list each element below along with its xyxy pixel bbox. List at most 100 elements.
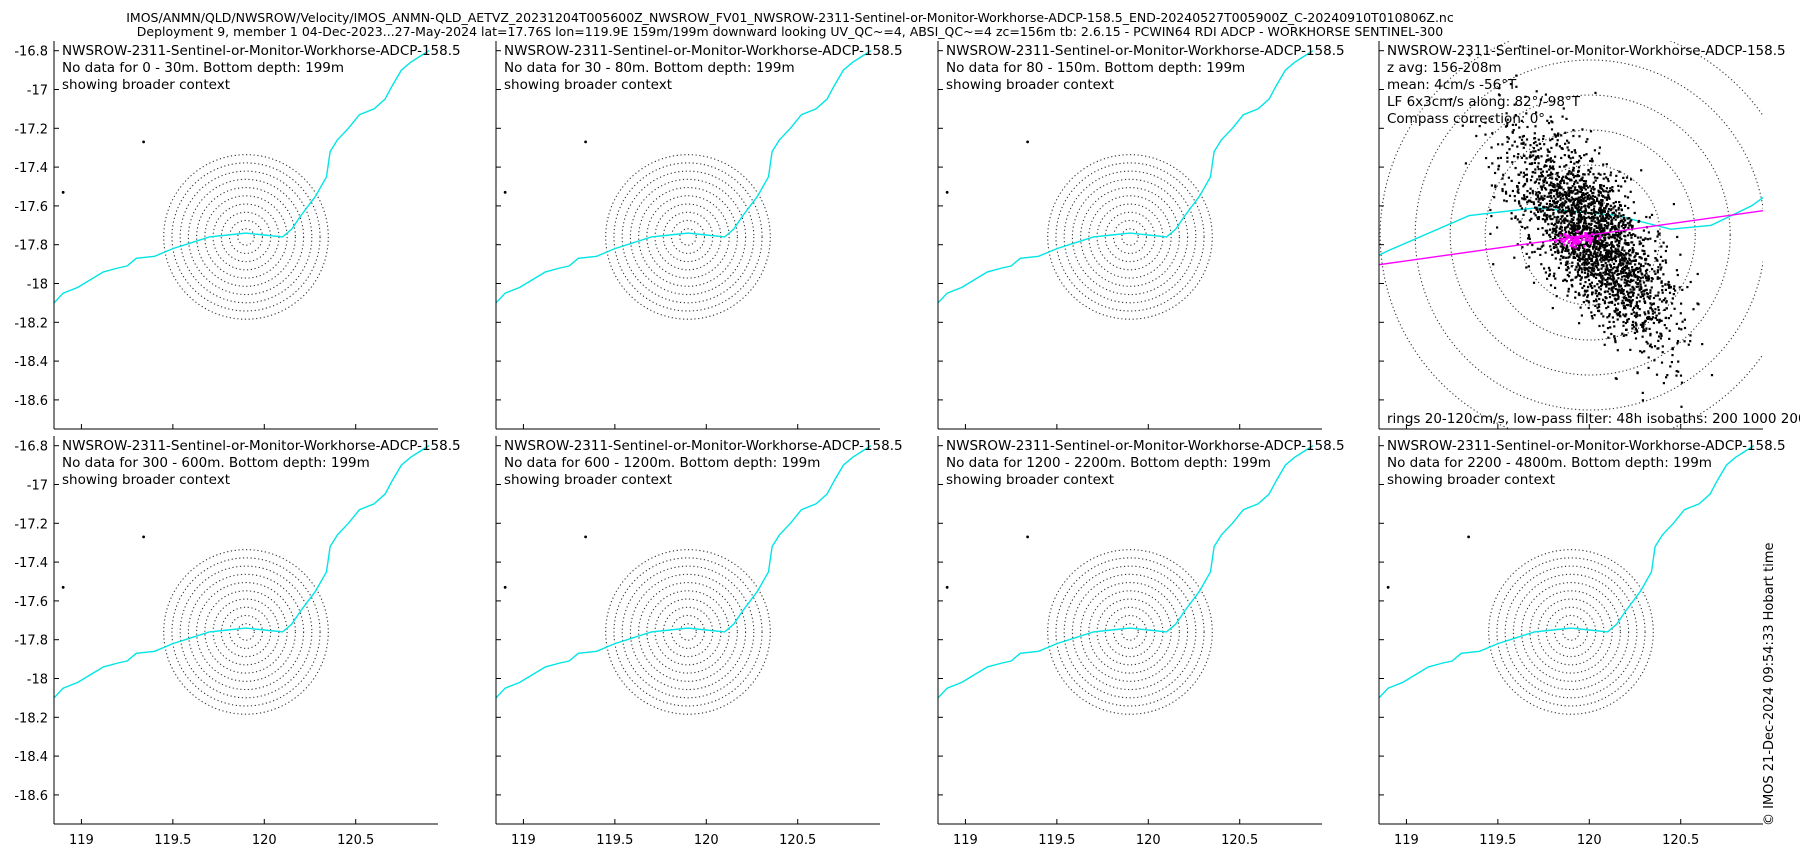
scatter-point: [1665, 307, 1668, 310]
scatter-point: [1525, 112, 1528, 115]
scatter-point: [1577, 268, 1580, 271]
scatter-point: [1660, 266, 1663, 269]
scatter-point: [1622, 214, 1625, 217]
scatter-point: [1575, 254, 1578, 258]
scatter-point: [1586, 196, 1589, 199]
scatter-point: [1591, 160, 1594, 163]
scatter-point: [1619, 258, 1622, 261]
scatter-point: [1574, 256, 1577, 259]
scatter-point: [1508, 194, 1512, 197]
scatter-point: [1583, 293, 1587, 296]
scatter-point: [1653, 359, 1656, 362]
scatter-point: [1584, 242, 1587, 245]
scatter-point: [1581, 286, 1584, 289]
scatter-point: [1611, 250, 1615, 253]
scatter-point: [1591, 192, 1594, 195]
y-tick-label: -18.6: [14, 789, 48, 804]
scatter-point: [1569, 253, 1572, 256]
scatter-point: [1610, 241, 1613, 244]
scatter-point: [1621, 275, 1624, 278]
scatter-point: [1520, 142, 1523, 145]
scatter-point: [1551, 217, 1554, 221]
scatter-point: [1645, 215, 1648, 219]
scatter-point: [1650, 280, 1653, 283]
scatter-point: [1552, 195, 1556, 198]
scatter-point: [1529, 144, 1532, 147]
scatter-point: [1646, 342, 1649, 345]
scatter-point: [1614, 260, 1618, 263]
scatter-point: [1632, 243, 1635, 247]
scatter-point: [1585, 227, 1588, 230]
scatter-point: [1609, 229, 1612, 232]
scatter-point: [1581, 246, 1585, 249]
scatter-point: [1602, 258, 1605, 261]
scatter-point: [1597, 226, 1600, 229]
scatter-point: [1609, 252, 1612, 255]
scatter-point: [1562, 188, 1565, 191]
scatter-point: [1647, 279, 1650, 282]
scatter-point: [1494, 184, 1497, 187]
scatter-point: [1599, 202, 1603, 205]
scatter-point: [1583, 250, 1586, 253]
scatter-point: [1583, 248, 1586, 251]
scatter-point: [1559, 180, 1562, 184]
scatter-point: [1503, 183, 1506, 186]
scatter-point: [1614, 299, 1617, 302]
scatter-point: [1592, 218, 1595, 221]
scatter-point: [1564, 142, 1567, 145]
scatter-point: [1508, 148, 1511, 151]
scatter-point: [1511, 123, 1514, 126]
scatter-point: [1615, 231, 1618, 234]
scatter-point: [1637, 276, 1640, 279]
lowpass-point: [1585, 232, 1588, 236]
scatter-point: [1587, 248, 1590, 251]
scatter-point: [1512, 129, 1515, 132]
scatter-point: [1639, 323, 1642, 326]
scatter-point: [1522, 198, 1525, 201]
scatter-point: [1657, 339, 1660, 342]
scatter-point: [1630, 241, 1633, 244]
speed-ring: [1519, 164, 1661, 306]
scatter-point: [1636, 236, 1640, 239]
scatter-point: [1631, 251, 1634, 254]
scatter-point: [1678, 286, 1681, 289]
scatter-point: [1573, 149, 1576, 152]
range-ring: [163, 549, 329, 715]
scatter-point: [1529, 179, 1533, 182]
scatter-point: [1573, 224, 1576, 227]
scatter-point: [1661, 285, 1664, 288]
scatter-point: [1562, 179, 1565, 182]
scatter-point: [1579, 198, 1582, 201]
scatter-point: [1644, 262, 1647, 265]
scatter-point: [1640, 288, 1643, 291]
scatter-point: [1592, 262, 1595, 265]
lowpass-point: [1573, 238, 1577, 241]
scatter-point: [1589, 159, 1592, 163]
scatter-point: [1501, 188, 1504, 191]
scatter-point: [1591, 197, 1594, 200]
scatter-point: [1661, 289, 1664, 292]
scatter-point: [1572, 202, 1575, 205]
scatter-point: [1577, 190, 1580, 193]
lowpass-point: [1589, 237, 1592, 240]
scatter-point: [1551, 159, 1554, 162]
scatter-point: [1569, 189, 1572, 192]
scatter-point: [1620, 289, 1623, 292]
scatter-point: [1605, 253, 1608, 256]
scatter-point: [1636, 330, 1639, 333]
scatter-point: [1671, 302, 1674, 305]
scatter-point: [1611, 186, 1614, 189]
range-ring: [670, 614, 706, 649]
scatter-point: [1547, 150, 1550, 153]
scatter-point: [1563, 219, 1566, 222]
scatter-point: [1613, 282, 1616, 286]
scatter-point: [1504, 125, 1508, 128]
scatter-point: [1616, 235, 1619, 238]
scatter-point: [1617, 302, 1620, 305]
scatter-point: [1544, 187, 1547, 190]
scatter-point: [1608, 269, 1611, 272]
scatter-point: [1633, 275, 1636, 278]
scatter-point: [1622, 290, 1625, 293]
scatter-point: [1604, 245, 1607, 248]
scatter-point: [1574, 268, 1577, 271]
